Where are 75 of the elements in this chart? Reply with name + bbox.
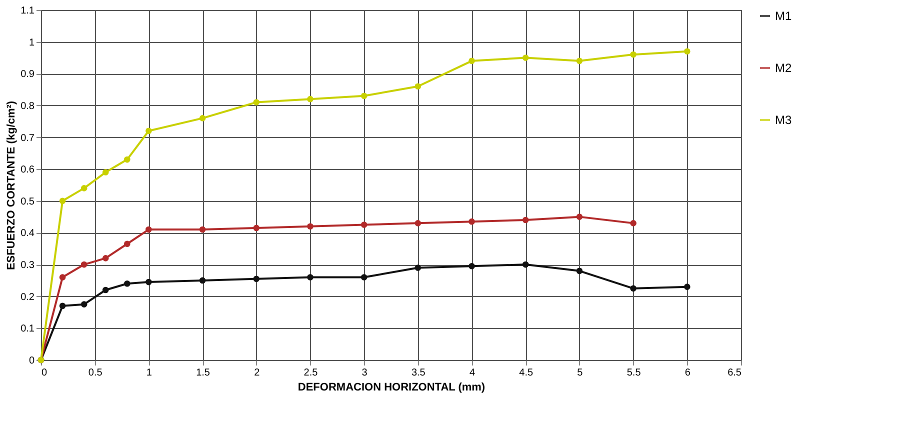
point [199, 226, 206, 233]
x-tick-label: 2 [254, 368, 260, 378]
point [576, 214, 583, 220]
point [59, 274, 66, 280]
x-tick-label: 3 [362, 368, 368, 378]
x-tick-label: 3.5 [411, 368, 426, 378]
point [102, 255, 109, 262]
point [80, 185, 88, 192]
point [684, 48, 690, 55]
point [80, 301, 88, 308]
point [630, 285, 636, 292]
point [124, 156, 130, 163]
point [360, 92, 368, 100]
point [360, 222, 368, 228]
point [59, 198, 66, 204]
point [146, 226, 152, 233]
point [199, 115, 206, 122]
legend-label: M2 [775, 61, 792, 75]
y-tick-label: 0.3 [20, 260, 35, 272]
point [253, 224, 260, 232]
x-tick-label: 1 [146, 368, 152, 378]
point [59, 302, 66, 310]
point [307, 274, 314, 280]
x-tick-label: 6.5 [728, 368, 742, 378]
y-tick-label: 0.1 [20, 324, 35, 335]
point [124, 240, 130, 248]
point [146, 128, 152, 134]
point [414, 220, 422, 226]
y-tick-label: 0.6 [20, 164, 35, 176]
point [468, 218, 475, 225]
x-tick-label: 0 [42, 368, 48, 378]
x-tick-label: 1.5 [196, 368, 210, 378]
point [684, 284, 690, 290]
x-tick-label: 2.5 [304, 368, 318, 378]
y-tick-label: 0.5 [20, 196, 35, 208]
y-tick-label: 0.2 [20, 292, 35, 303]
point [576, 58, 583, 64]
point [360, 274, 368, 280]
x-tick-label: 0.5 [88, 368, 103, 378]
point [414, 264, 422, 271]
point [630, 220, 636, 226]
point [124, 280, 130, 287]
x-tick-label: 5 [577, 368, 584, 378]
y-axis-title: ESFUERZO CORTANTE (kg/cm²) [6, 100, 18, 270]
legend-label: M1 [775, 9, 792, 23]
point [522, 261, 529, 268]
point [307, 96, 314, 102]
point [102, 286, 109, 294]
point [102, 169, 109, 176]
point [522, 54, 529, 61]
y-tick-label: 0.8 [20, 100, 35, 112]
x-tick-label: 6 [684, 368, 691, 378]
x-tick-label: 4 [469, 368, 476, 378]
point [630, 51, 636, 58]
point [307, 223, 314, 230]
legend-label: M3 [775, 113, 792, 127]
x-tick-label: 5.5 [626, 368, 642, 378]
x-tick-label: 4.5 [519, 368, 534, 378]
point [199, 277, 206, 284]
x-axis-title: DEFORMACION HORIZONTAL (mm) [298, 382, 486, 394]
y-tick-label: 0.7 [20, 132, 35, 144]
point [80, 261, 88, 268]
point [522, 216, 529, 224]
y-tick-label: 0.4 [20, 228, 35, 240]
y-tick-label: 1.1 [20, 6, 35, 16]
y-tick-label: 0 [28, 356, 35, 366]
point [253, 276, 260, 282]
y-tick-label: 0.9 [20, 69, 35, 80]
point [253, 99, 260, 106]
y-tick-label: 1 [28, 37, 35, 48]
point [414, 83, 422, 90]
point [576, 268, 583, 274]
point [468, 262, 475, 270]
point [468, 58, 475, 64]
point [146, 278, 152, 286]
